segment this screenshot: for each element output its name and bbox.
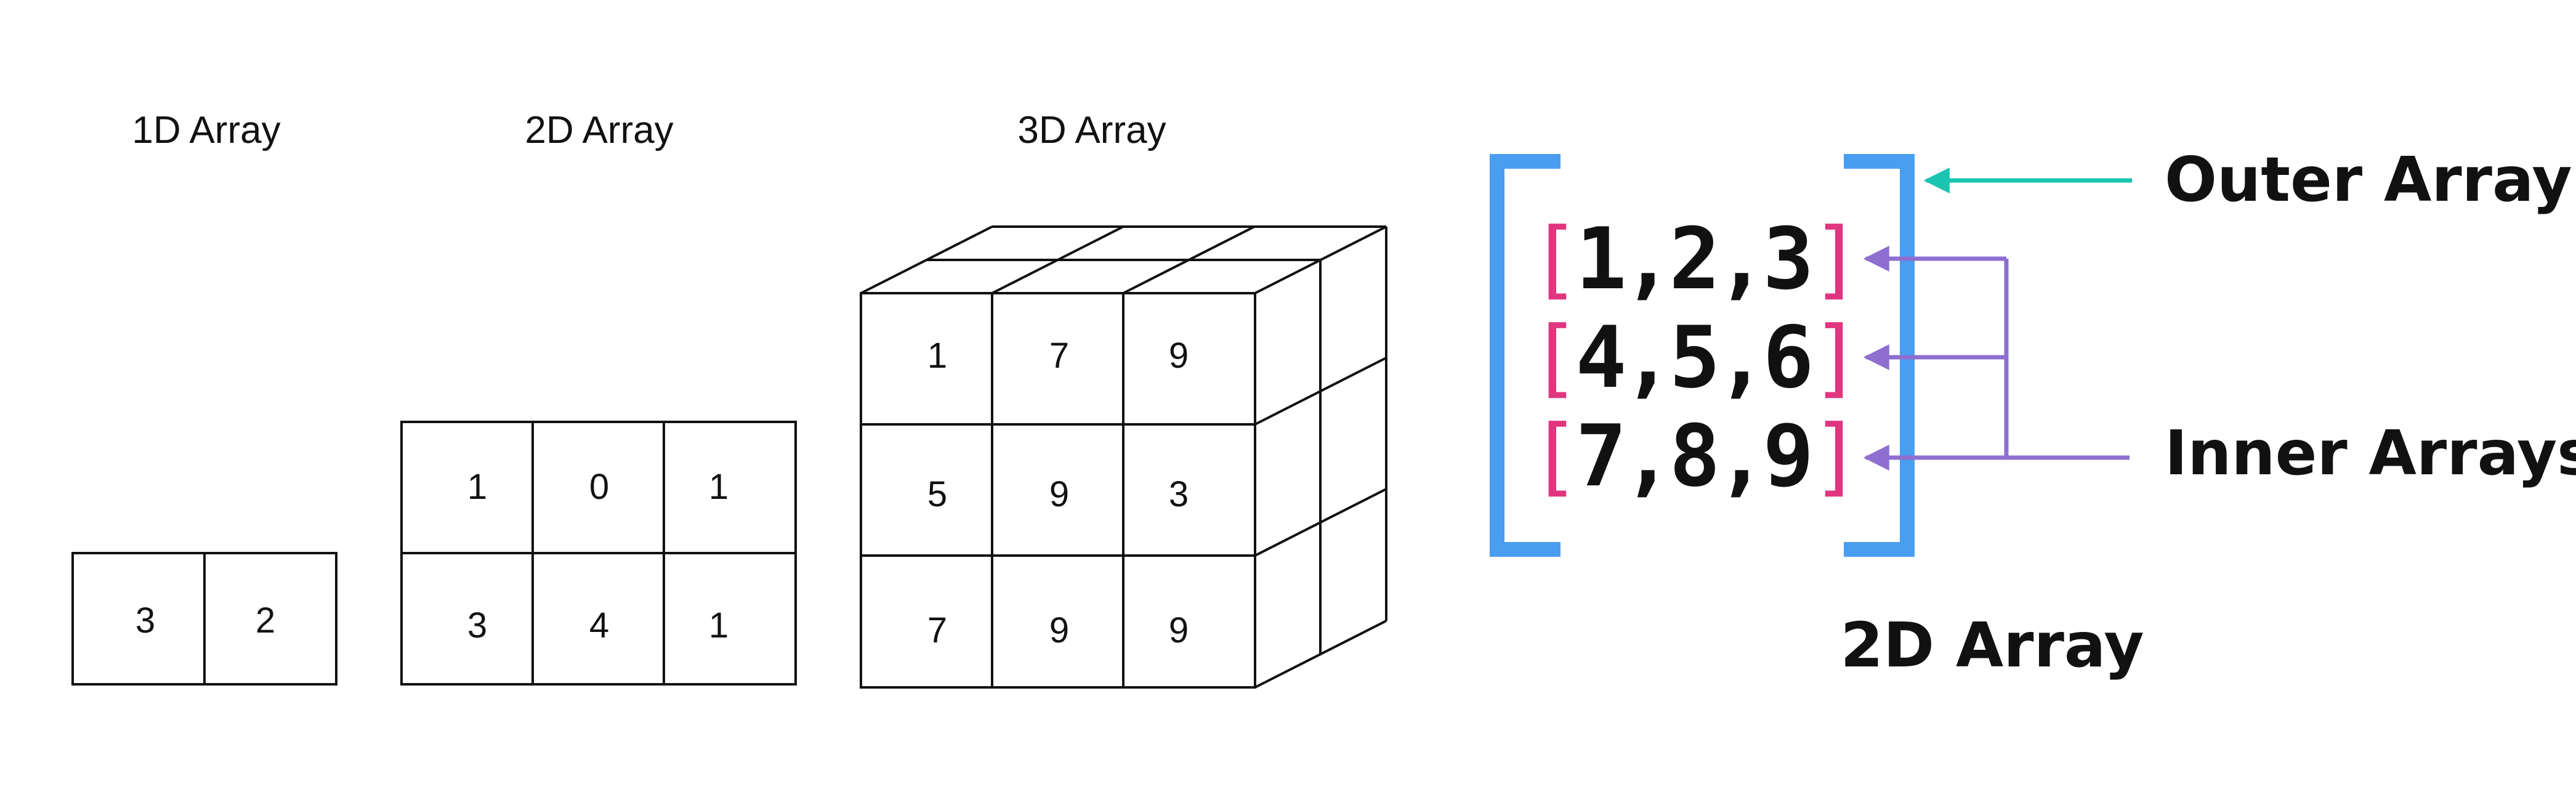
- inner-comma: ,: [1622, 308, 1673, 407]
- array-1d-cell: 3: [135, 601, 155, 641]
- inner-close-bracket: ]: [1811, 209, 1862, 309]
- inner-comma: ,: [1716, 308, 1767, 407]
- array-2d-cell: 3: [467, 605, 487, 645]
- inner-close-bracket: ]: [1811, 308, 1862, 407]
- caption-2d-array: 2D Array: [525, 109, 673, 152]
- array-3d-cell: 9: [1169, 336, 1189, 376]
- array-2d-cell: 1: [709, 467, 729, 507]
- inner-comma: ,: [1716, 407, 1767, 506]
- inner-array-row: [ 7 , 8 , 9 ]: [1529, 407, 1862, 506]
- inner-value: 2: [1669, 209, 1720, 309]
- array-3d-cell: 7: [927, 610, 947, 650]
- inner-value: 3: [1762, 209, 1814, 309]
- outer-array-label: Outer Array: [2165, 144, 2572, 216]
- inner-value: 4: [1575, 308, 1626, 407]
- inner-value: 1: [1575, 209, 1626, 309]
- inner-value: 5: [1669, 308, 1720, 407]
- array-3d-cell: 9: [1049, 610, 1069, 650]
- array-2d-cell: 1: [467, 467, 487, 507]
- inner-open-bracket: [: [1529, 308, 1580, 407]
- inner-value: 6: [1762, 308, 1814, 407]
- inner-value: 9: [1762, 407, 1814, 506]
- inner-array-row: [ 1 , 2 , 3 ]: [1529, 209, 1862, 309]
- caption-3d-array: 3D Array: [1017, 109, 1166, 152]
- inner-open-bracket: [: [1529, 209, 1580, 309]
- array-3d-cell: 5: [927, 474, 947, 514]
- array-3d-cell: 3: [1169, 474, 1189, 514]
- array-3d-cell: 9: [1049, 474, 1069, 514]
- array-2d-cell: 1: [709, 605, 729, 645]
- inner-close-bracket: ]: [1811, 407, 1862, 506]
- inner-open-bracket: [: [1529, 407, 1580, 506]
- array-3d-cell: 7: [1049, 336, 1069, 376]
- inner-array-row: [ 4 , 5 , 6 ]: [1529, 308, 1862, 407]
- array-3d-cell: 1: [927, 336, 947, 376]
- outer-open-bracket: [1490, 154, 1561, 557]
- array-2d-cell: 4: [589, 605, 609, 645]
- inner-comma: ,: [1716, 209, 1767, 309]
- caption-1d-array: 1D Array: [132, 109, 280, 152]
- inner-value: 7: [1575, 407, 1626, 506]
- array-3d-cube: [860, 225, 1387, 689]
- inner-comma: ,: [1622, 407, 1673, 506]
- inner-value: 8: [1669, 407, 1720, 506]
- array-3d-cell: 9: [1169, 610, 1189, 650]
- array-2d-cell: 0: [589, 467, 609, 507]
- array-1d-grid: [71, 552, 337, 686]
- inner-arrays-label: Inner Arrays: [2165, 417, 2576, 489]
- inner-arrows: [1863, 246, 2130, 471]
- array-2d-grid: [400, 421, 797, 686]
- nested-2d-array-caption: 2D Array: [1840, 609, 2144, 681]
- inner-comma: ,: [1622, 209, 1673, 309]
- array-1d-cell: 2: [256, 601, 275, 641]
